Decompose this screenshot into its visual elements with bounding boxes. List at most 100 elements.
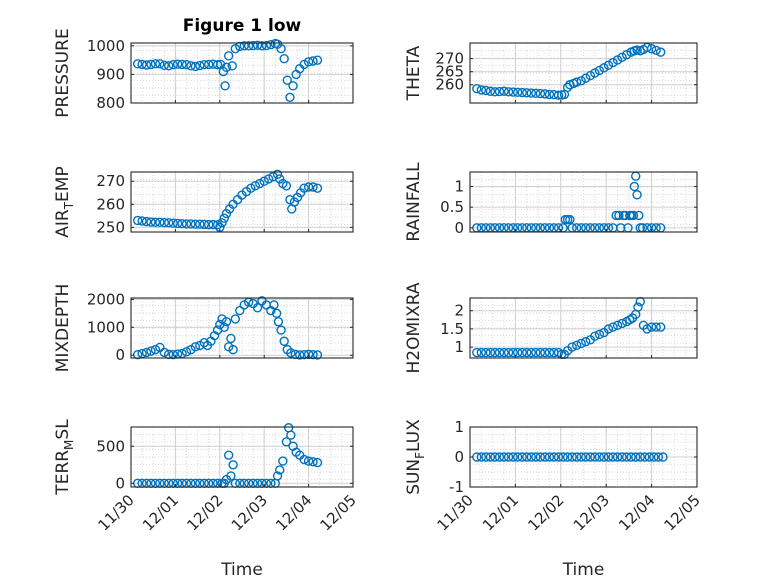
data-point bbox=[651, 322, 661, 332]
data-point bbox=[531, 347, 541, 358]
minor-grid bbox=[469, 172, 698, 232]
data-point bbox=[553, 452, 564, 462]
data-point bbox=[535, 452, 546, 462]
data-point bbox=[544, 452, 555, 462]
data-point bbox=[608, 452, 618, 462]
data-point bbox=[490, 452, 500, 462]
data-point bbox=[220, 81, 230, 91]
axes-pressure: 800 900 1000 PRESSURE Figure 1 low bbox=[53, 16, 354, 118]
data-point bbox=[235, 305, 245, 316]
y-axis-label: MIXDEPTH bbox=[53, 284, 73, 373]
y-tick-label: 265 bbox=[435, 63, 464, 81]
x-tick-label: 12/04 bbox=[272, 491, 315, 534]
data-point bbox=[276, 325, 286, 335]
data-point bbox=[203, 219, 214, 230]
data-point bbox=[576, 452, 586, 462]
chart-title: Figure 1 low bbox=[183, 16, 302, 36]
data-point bbox=[517, 347, 527, 358]
data-point bbox=[472, 83, 482, 94]
data-point bbox=[299, 454, 309, 465]
data-point bbox=[271, 308, 282, 319]
data-point bbox=[499, 347, 509, 358]
data-point bbox=[195, 219, 205, 229]
axes-frame bbox=[469, 171, 698, 233]
data-point bbox=[181, 219, 192, 229]
x-tick-label: 12/03 bbox=[570, 491, 613, 534]
data-point bbox=[617, 318, 627, 329]
data-point bbox=[279, 336, 289, 346]
data-point bbox=[252, 40, 263, 50]
data-point bbox=[567, 452, 577, 462]
data-point bbox=[594, 329, 605, 340]
y-tick-label: 1.5 bbox=[440, 320, 464, 338]
data-point bbox=[155, 217, 165, 228]
data-point bbox=[172, 218, 183, 229]
y-axis-label: TERRMSL bbox=[53, 419, 76, 496]
data-point bbox=[177, 218, 187, 229]
axes-h2omixra: 11.52 H2OMIXRA bbox=[404, 282, 698, 374]
data-point bbox=[476, 85, 487, 95]
y-tick-label: 2000 bbox=[87, 290, 125, 308]
data-point bbox=[612, 55, 623, 65]
data-point bbox=[553, 90, 564, 100]
y-tick-label: 800 bbox=[96, 94, 125, 112]
data-point bbox=[631, 452, 641, 462]
axes-airtemp: 250 260 270 AIRTEMP bbox=[53, 166, 354, 238]
data-point bbox=[168, 349, 178, 360]
data-point bbox=[485, 347, 496, 358]
y-tick-label: 1 bbox=[454, 338, 464, 356]
data-point bbox=[655, 322, 666, 332]
data-point bbox=[526, 88, 536, 98]
data-point bbox=[212, 220, 223, 230]
data-point bbox=[269, 300, 279, 310]
data-point bbox=[494, 452, 505, 462]
data-point bbox=[594, 65, 605, 76]
data-point bbox=[308, 182, 318, 192]
data-point bbox=[195, 60, 205, 71]
data-point bbox=[503, 87, 514, 97]
data-point bbox=[159, 217, 170, 228]
data-point bbox=[308, 457, 318, 467]
data-point bbox=[512, 87, 523, 98]
data-point bbox=[219, 213, 229, 223]
x-tick-label: 12/05 bbox=[317, 491, 360, 534]
data-point bbox=[235, 41, 245, 52]
data-point bbox=[603, 324, 614, 334]
data-point bbox=[263, 174, 274, 184]
data-point bbox=[164, 218, 174, 228]
y-tick-label: 0 bbox=[454, 219, 464, 237]
data-point bbox=[655, 47, 666, 57]
data-point bbox=[544, 347, 555, 358]
data-point bbox=[590, 331, 600, 341]
y-axis-label: PRESSURE bbox=[53, 28, 73, 117]
data-point bbox=[272, 169, 283, 180]
data-point bbox=[640, 452, 650, 462]
data-point bbox=[132, 215, 143, 226]
data-point bbox=[614, 210, 624, 221]
data-point bbox=[228, 460, 238, 470]
data-point bbox=[490, 347, 500, 358]
data-point bbox=[295, 350, 305, 360]
data-point bbox=[571, 452, 582, 462]
data-point bbox=[150, 344, 161, 355]
data-point bbox=[266, 40, 276, 50]
data-point bbox=[279, 54, 289, 64]
data-point bbox=[646, 44, 657, 54]
data-point bbox=[273, 317, 284, 327]
data-point bbox=[150, 59, 161, 69]
data-point bbox=[508, 452, 518, 462]
axes-frame bbox=[130, 171, 354, 233]
data-point bbox=[635, 452, 645, 462]
data-point bbox=[599, 63, 609, 73]
data-point bbox=[159, 347, 170, 358]
data-point bbox=[512, 452, 523, 462]
y-tick-label: 270 bbox=[96, 172, 125, 190]
data-point bbox=[535, 347, 546, 358]
data-point bbox=[150, 217, 161, 228]
data-point bbox=[278, 456, 288, 466]
data-point bbox=[634, 210, 644, 221]
data-point bbox=[250, 181, 261, 191]
data-point bbox=[629, 181, 640, 192]
data-point bbox=[168, 218, 178, 228]
